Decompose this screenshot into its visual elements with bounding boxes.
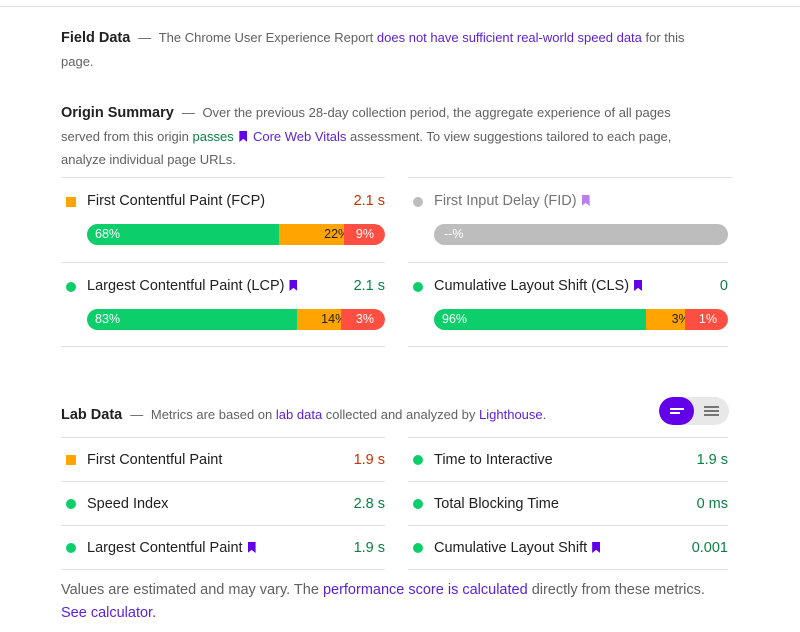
- lab-metric-fcp: First Contentful Paint 1.9 s: [61, 437, 385, 482]
- metric-value: 2.1 s: [353, 278, 385, 294]
- view-toggle: [659, 397, 729, 425]
- metric-cls: Cumulative Layout Shift (CLS) 0 96% 3% 1…: [408, 262, 728, 347]
- metric-value: 1.9 s: [696, 452, 728, 468]
- metric-value: 1.9 s: [353, 452, 385, 468]
- needs-improvement-segment: 22%: [278, 224, 356, 245]
- metric-value: 2.8 s: [353, 496, 385, 512]
- green-circle-icon: [413, 499, 423, 509]
- needs-improvement-segment: 14%: [296, 309, 353, 330]
- bookmark-icon: [247, 542, 256, 553]
- metric-value: 2.1 s: [353, 193, 385, 209]
- good-segment: 83%: [87, 309, 308, 330]
- good-segment: 96%: [434, 309, 658, 330]
- metric-name: First Contentful Paint (FCP): [87, 193, 266, 209]
- metric-value: 0.001: [691, 540, 728, 556]
- field-data-title: Field Data: [61, 30, 131, 46]
- distribution-bar: 96% 3% 1%: [434, 309, 728, 330]
- distribution-bar: 83% 14% 3%: [87, 309, 385, 330]
- origin-summary-title: Origin Summary: [61, 105, 174, 121]
- origin-summary-section: Origin Summary — Over the previous 28-day…: [61, 105, 672, 167]
- metric-value: 1.9 s: [353, 540, 385, 556]
- lab-metric-tti: Time to Interactive 1.9 s: [408, 437, 728, 482]
- metric-value: 0 ms: [696, 496, 728, 512]
- gray-circle-icon: [413, 197, 423, 207]
- score-calculated-link[interactable]: performance score is calculated: [322, 582, 528, 598]
- poor-segment: 9%: [344, 224, 385, 245]
- metric-lcp: Largest Contentful Paint (LCP) 2.1 s 83%…: [61, 262, 385, 347]
- lab-data-section: Lab Data — Metrics are based on lab data …: [61, 407, 547, 423]
- lab-metric-cls: Cumulative Layout Shift 0.001: [408, 526, 728, 570]
- green-circle-icon: [413, 543, 423, 553]
- bookmark-icon: [581, 195, 590, 206]
- good-segment: 68%: [87, 224, 290, 245]
- metric-name: Speed Index: [87, 496, 169, 512]
- green-circle-icon: [413, 455, 423, 465]
- lab-metric-speed-index: Speed Index 2.8 s: [61, 482, 385, 526]
- distribution-bar: --%: [434, 224, 728, 245]
- see-calculator-link[interactable]: See calculator.: [61, 605, 157, 621]
- green-circle-icon: [66, 499, 76, 509]
- lab-metric-lcp: Largest Contentful Paint 1.9 s: [61, 526, 385, 570]
- bookmark-icon: [239, 131, 248, 142]
- green-circle-icon: [66, 282, 76, 292]
- lab-data-link[interactable]: lab data: [275, 407, 323, 422]
- bookmark-icon: [592, 542, 601, 553]
- poor-segment: 1%: [684, 309, 728, 330]
- distribution-bar: 68% 22% 9%: [87, 224, 385, 245]
- metric-name: First Input Delay (FID): [434, 191, 590, 211]
- metric-name: First Contentful Paint: [87, 452, 223, 468]
- metric-name: Time to Interactive: [434, 452, 553, 468]
- top-divider: [0, 6, 800, 7]
- metric-fcp: First Contentful Paint (FCP) 2.1 s 68% 2…: [61, 177, 385, 262]
- green-circle-icon: [66, 543, 76, 553]
- metric-fid: First Input Delay (FID) --%: [408, 177, 732, 262]
- metric-name: Total Blocking Time: [434, 496, 559, 512]
- field-data-section: Field Data — The Chrome User Experience R…: [61, 30, 685, 69]
- core-web-vitals-link[interactable]: Core Web Vitals: [252, 129, 347, 144]
- insufficient-data-link[interactable]: does not have sufficient real-world spee…: [376, 30, 642, 45]
- empty-segment: --%: [434, 224, 728, 245]
- metric-name: Largest Contentful Paint (LCP): [87, 276, 298, 296]
- metric-name: Largest Contentful Paint: [87, 538, 256, 558]
- footer-note: Values are estimated and may vary. The p…: [61, 582, 705, 621]
- view-expanded-icon[interactable]: [659, 397, 694, 425]
- metric-value: 0: [719, 278, 728, 294]
- lab-data-title: Lab Data: [61, 407, 123, 423]
- orange-square-icon: [66, 197, 76, 207]
- poor-segment: 3%: [341, 309, 385, 330]
- green-circle-icon: [413, 282, 423, 292]
- metric-name: Cumulative Layout Shift (CLS): [434, 276, 643, 296]
- passes-label: passes: [192, 129, 234, 144]
- bookmark-icon: [289, 280, 298, 291]
- metric-name: Cumulative Layout Shift: [434, 538, 601, 558]
- lab-metric-tbt: Total Blocking Time 0 ms: [408, 482, 728, 526]
- view-list-icon[interactable]: [694, 397, 729, 425]
- orange-square-icon: [66, 455, 76, 465]
- bookmark-icon: [634, 280, 643, 291]
- lighthouse-link[interactable]: Lighthouse: [479, 407, 543, 422]
